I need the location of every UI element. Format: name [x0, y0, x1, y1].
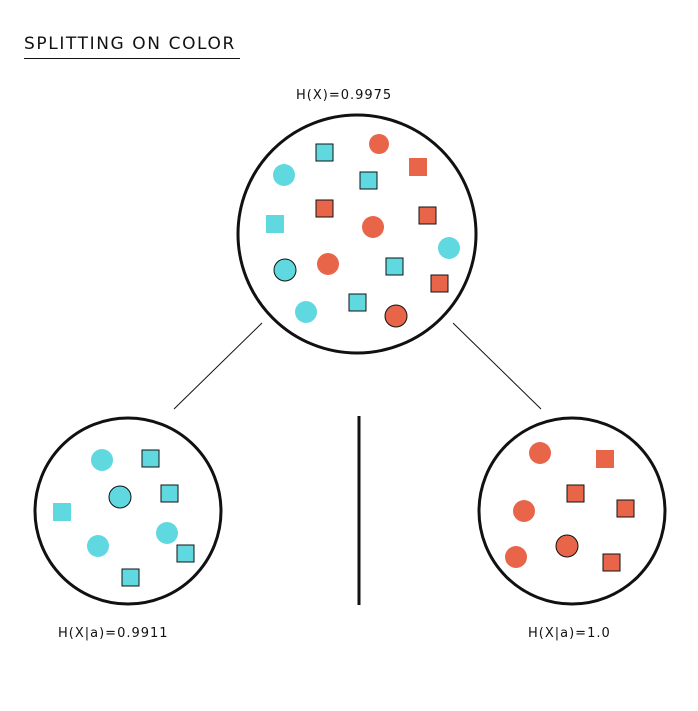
title-underline [24, 58, 240, 59]
red-square [616, 499, 635, 518]
red-circle [384, 304, 408, 328]
right-branch-line [452, 322, 542, 410]
left-entropy-label: H(X|a)=0.9911 [58, 626, 169, 641]
root-entropy-label: H(X)=0.9975 [296, 88, 393, 103]
cyan-circle [295, 301, 317, 323]
red-square [409, 158, 427, 176]
red-circle [369, 134, 389, 154]
red-circle [555, 534, 579, 558]
cyan-circle [108, 485, 132, 509]
red-circle [317, 253, 339, 275]
root-node [236, 113, 478, 355]
cyan-square [266, 215, 284, 233]
cyan-square [385, 257, 404, 276]
right-entropy-label: H(X|a)=1.0 [528, 626, 611, 641]
red-circle [362, 216, 384, 238]
cyan-square [141, 449, 160, 468]
cyan-square [315, 143, 334, 162]
cyan-square [160, 484, 179, 503]
cyan-circle [87, 535, 109, 557]
cyan-square [176, 544, 195, 563]
red-circle [529, 442, 551, 464]
red-square [566, 484, 585, 503]
cyan-circle [273, 258, 297, 282]
red-circle [505, 546, 527, 568]
red-square [602, 553, 621, 572]
cyan-circle [273, 164, 295, 186]
root-node-items [266, 134, 460, 328]
red-circle [513, 500, 535, 522]
cyan-square [359, 171, 378, 190]
red-square [430, 274, 449, 293]
cyan-square [53, 503, 71, 521]
page-title: SPLITTING ON COLOR [24, 34, 236, 54]
left-child-node [33, 416, 223, 606]
red-square [315, 199, 334, 218]
cyan-circle [156, 522, 178, 544]
cyan-square [121, 568, 140, 587]
left-branch-line [173, 322, 263, 410]
red-square [418, 206, 437, 225]
right-child-node [477, 416, 667, 606]
cyan-circle [438, 237, 460, 259]
cyan-circle [91, 449, 113, 471]
right-node-items [505, 442, 635, 572]
left-node-items [53, 449, 195, 587]
red-square [596, 450, 614, 468]
cyan-square [348, 293, 367, 312]
